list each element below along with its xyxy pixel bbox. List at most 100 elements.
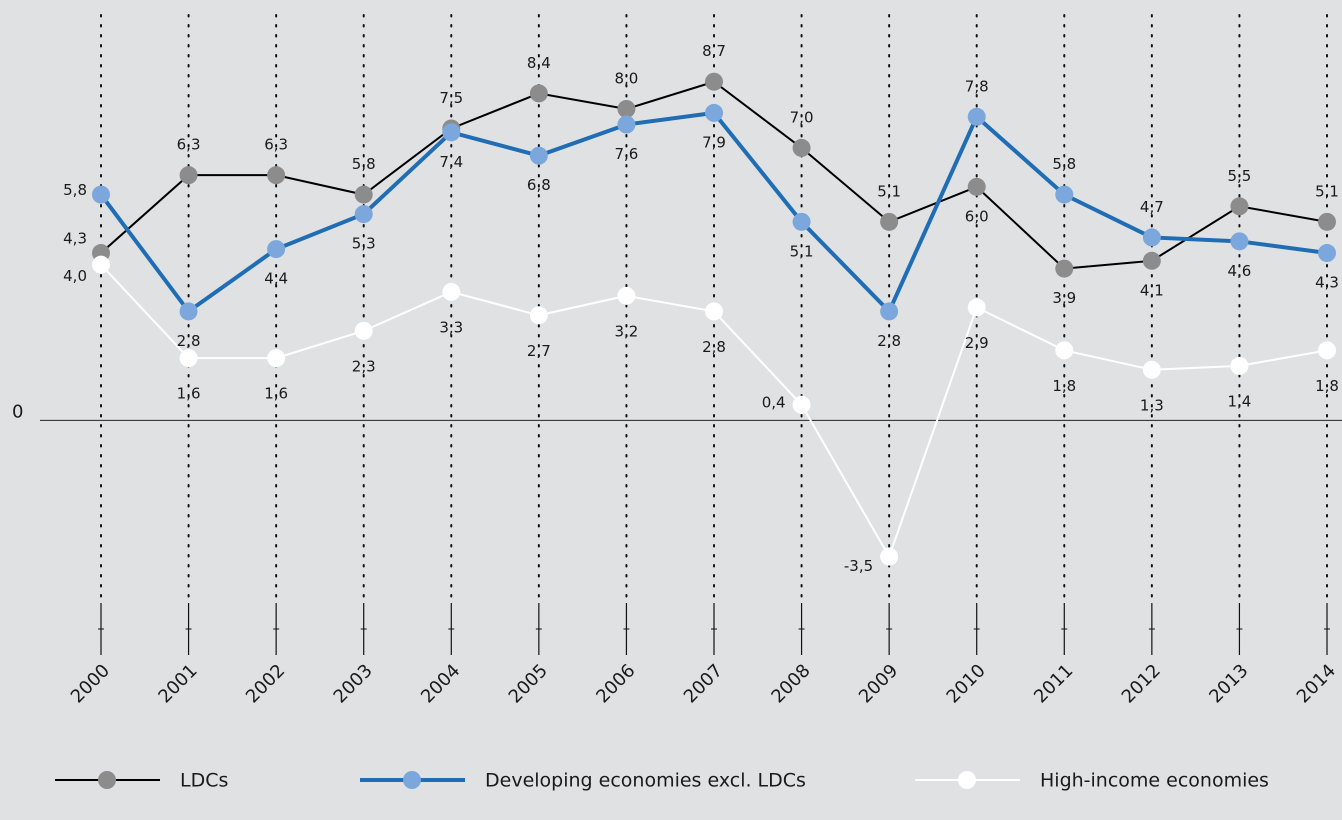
marker (1055, 259, 1074, 278)
x-tick-label: 2005 (505, 660, 552, 707)
marker (967, 177, 986, 196)
marker (617, 286, 636, 305)
data-label: 1,4 (1227, 392, 1251, 410)
data-label: 5,5 (1227, 167, 1251, 185)
data-label: 5,3 (352, 235, 376, 253)
x-tick-label: 2011 (1030, 660, 1077, 707)
data-label: 5,1 (1315, 182, 1339, 200)
data-label: 2,3 (352, 357, 376, 375)
marker (1230, 356, 1249, 375)
data-label: 3,2 (614, 322, 638, 340)
data-label: 2,8 (177, 332, 201, 350)
marker (1230, 197, 1249, 216)
data-label: 4,3 (1315, 274, 1339, 292)
marker (705, 302, 723, 321)
data-label: 0,4 (762, 393, 786, 411)
x-tick-label: 2013 (1205, 660, 1252, 707)
x-tick-label: 2014 (1293, 660, 1340, 707)
data-label: 6,8 (527, 176, 551, 194)
x-tick-label: 2010 (943, 660, 990, 707)
marker (617, 99, 636, 118)
data-label: 1,8 (1315, 377, 1339, 395)
data-label: 5,8 (63, 181, 87, 199)
legend-label: LDCs (180, 770, 228, 792)
marker (880, 547, 899, 566)
data-label: 5,1 (790, 242, 814, 260)
legend-item: High-income economies (915, 770, 1269, 792)
data-label: 2,8 (877, 332, 901, 350)
data-label: 7,4 (439, 153, 463, 171)
marker (967, 107, 986, 126)
data-label: 4,4 (264, 270, 288, 288)
legend-item: Developing economies excl. LDCs (360, 770, 806, 792)
marker (1142, 360, 1161, 379)
marker (1230, 232, 1249, 251)
marker (705, 72, 723, 91)
data-label: 7,9 (702, 133, 726, 151)
marker (792, 395, 811, 414)
x-tick-label: 2002 (242, 660, 289, 707)
marker (92, 255, 110, 274)
legend-item: LDCs (55, 770, 228, 792)
data-label: 1,6 (264, 385, 288, 403)
data-label: 6,3 (264, 136, 288, 154)
marker (529, 306, 548, 325)
marker (705, 103, 723, 122)
y-tick-label: 0 (12, 401, 23, 422)
legend-marker (403, 771, 421, 789)
marker (179, 302, 198, 321)
data-label: 6,0 (965, 207, 989, 225)
marker (1055, 185, 1074, 204)
data-label: 5,8 (352, 155, 376, 173)
data-label: 1,8 (1052, 377, 1076, 395)
x-tick-label: 2003 (330, 660, 377, 707)
data-label: 5,1 (877, 182, 901, 200)
marker (967, 298, 986, 317)
marker (792, 212, 811, 231)
data-label: 2,8 (702, 338, 726, 356)
data-label: 4,6 (1227, 262, 1251, 280)
marker (529, 146, 548, 165)
data-label: 7,6 (614, 145, 638, 163)
x-tick-label: 2008 (767, 660, 814, 707)
x-tick-label: 2007 (680, 660, 727, 707)
marker (92, 185, 110, 204)
marker (1318, 212, 1336, 231)
marker (354, 185, 373, 204)
marker (1055, 341, 1074, 360)
marker (1142, 228, 1161, 247)
data-label: 3,9 (1052, 289, 1076, 307)
marker (1142, 251, 1161, 270)
x-tick-label: 2000 (67, 660, 114, 707)
marker (267, 240, 286, 259)
data-label: 4,0 (63, 267, 87, 285)
marker (617, 115, 636, 134)
data-label: 4,1 (1140, 281, 1164, 299)
x-tick-label: 2001 (154, 660, 201, 707)
marker (354, 205, 373, 224)
data-label: 2,7 (527, 342, 551, 360)
marker (880, 212, 899, 231)
marker (792, 138, 811, 157)
marker (442, 282, 461, 301)
data-label: 8,7 (702, 42, 726, 60)
marker (267, 349, 286, 368)
marker (442, 123, 461, 142)
x-tick-label: 2004 (417, 660, 464, 707)
data-label: 7,0 (790, 108, 814, 126)
data-label: 5,8 (1052, 155, 1076, 173)
data-label: 1,6 (177, 385, 201, 403)
legend-marker (98, 771, 116, 789)
x-tick-label: 2006 (592, 660, 639, 707)
marker (354, 321, 373, 340)
data-label: 6,3 (177, 136, 201, 154)
legend-marker (958, 771, 976, 789)
legend-label: Developing economies excl. LDCs (485, 770, 806, 792)
marker (179, 349, 198, 368)
data-label: 3,3 (439, 318, 463, 336)
data-label: 7,5 (439, 89, 463, 107)
legend-label: High-income economies (1040, 770, 1269, 792)
data-label: 4,7 (1140, 198, 1164, 216)
marker (880, 302, 899, 321)
